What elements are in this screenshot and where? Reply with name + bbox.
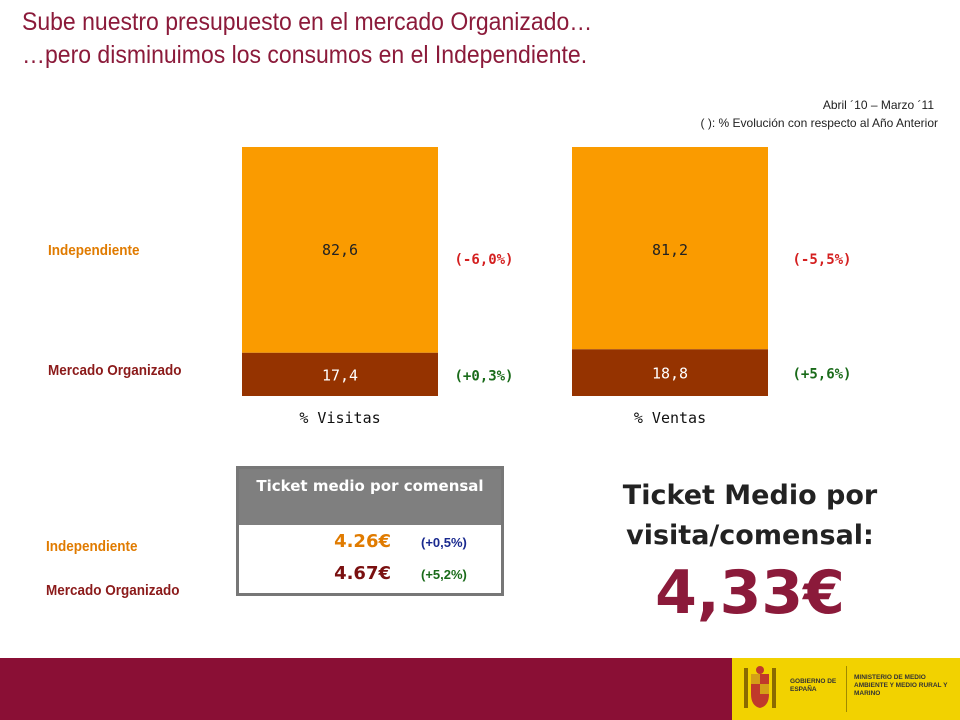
logo-divider <box>846 666 847 712</box>
row-label-mercado-organizado: Mercado Organizado <box>48 362 182 379</box>
title-line-2: …pero disminuimos los consumos en el Ind… <box>22 41 588 69</box>
ticket-row-mercado-organizado: 4.67€ (+5,2%) <box>239 561 501 593</box>
value-label-independiente-1: 82,6 <box>322 241 358 259</box>
category-label-2: % Ventas <box>634 409 706 427</box>
period-note: Abril ´10 – Marzo ´11 <box>822 98 934 112</box>
ticket-evolution-independiente: (+0,5%) <box>421 535 467 550</box>
summary-value: 4,33€ <box>655 558 845 628</box>
logo-left-text: GOBIERNO DE ESPAÑA <box>790 678 837 693</box>
value-label-mercado-organizado-2: 18,8 <box>652 365 688 383</box>
evolution-note: ( ): % Evolución con respecto al Año Ant… <box>700 116 938 130</box>
evolution-label-independiente-2: (-5,5%) <box>792 252 851 268</box>
slide-title: Sube nuestro presupuesto en el mercado O… <box>22 6 592 72</box>
summary-title: Ticket Medio por visita/comensal: <box>622 480 878 551</box>
government-logo: GOBIERNO DE ESPAÑA MINISTERIO DE MEDIO A… <box>732 658 960 720</box>
logo-right-text: MINISTERIO DE MEDIO AMBIENTE Y MEDIO RUR… <box>854 674 948 697</box>
category-label-1: % Visitas <box>299 409 380 427</box>
ticket-label-mercado-organizado: Mercado Organizado <box>46 582 180 599</box>
ticket-evolution-mercado-organizado: (+5,2%) <box>421 567 467 582</box>
ticket-row-independiente: 4.26€ (+0,5%) <box>239 525 501 561</box>
evolution-label-mercado-organizado-2: (+5,6%) <box>792 367 851 383</box>
evolution-label-independiente-1: (-6,0%) <box>454 252 513 268</box>
ticket-value-independiente: 4.26€ <box>334 531 391 552</box>
bar-mercado-organizado-2 <box>572 349 768 396</box>
row-label-independiente: Independiente <box>48 242 140 259</box>
value-label-independiente-2: 81,2 <box>652 241 688 259</box>
value-label-mercado-organizado-1: 17,4 <box>322 366 358 384</box>
bar-independiente-2 <box>572 147 768 350</box>
bar-independiente-1 <box>242 147 438 353</box>
ticket-value-mercado-organizado: 4.67€ <box>334 563 391 584</box>
stacked-bar-chart: 17,4 (+0,3%) 82,6 (-6,0%) % Visitas 18,8 (+5,6… <box>242 147 852 427</box>
evolution-label-mercado-organizado-1: (+0,3%) <box>454 368 513 384</box>
bar-mercado-organizado-1 <box>242 352 438 396</box>
footer-bar: GOBIERNO DE ESPAÑA MINISTERIO DE MEDIO A… <box>0 658 960 720</box>
ticket-table: Ticket medio por comensal 4.26€ (+0,5%) … <box>236 466 504 596</box>
title-line-1: Sube nuestro presupuesto en el mercado O… <box>22 8 593 36</box>
ticket-table-header: Ticket medio por comensal <box>239 469 501 525</box>
coat-of-arms-icon <box>744 666 776 708</box>
ticket-label-independiente: Independiente <box>46 538 138 555</box>
